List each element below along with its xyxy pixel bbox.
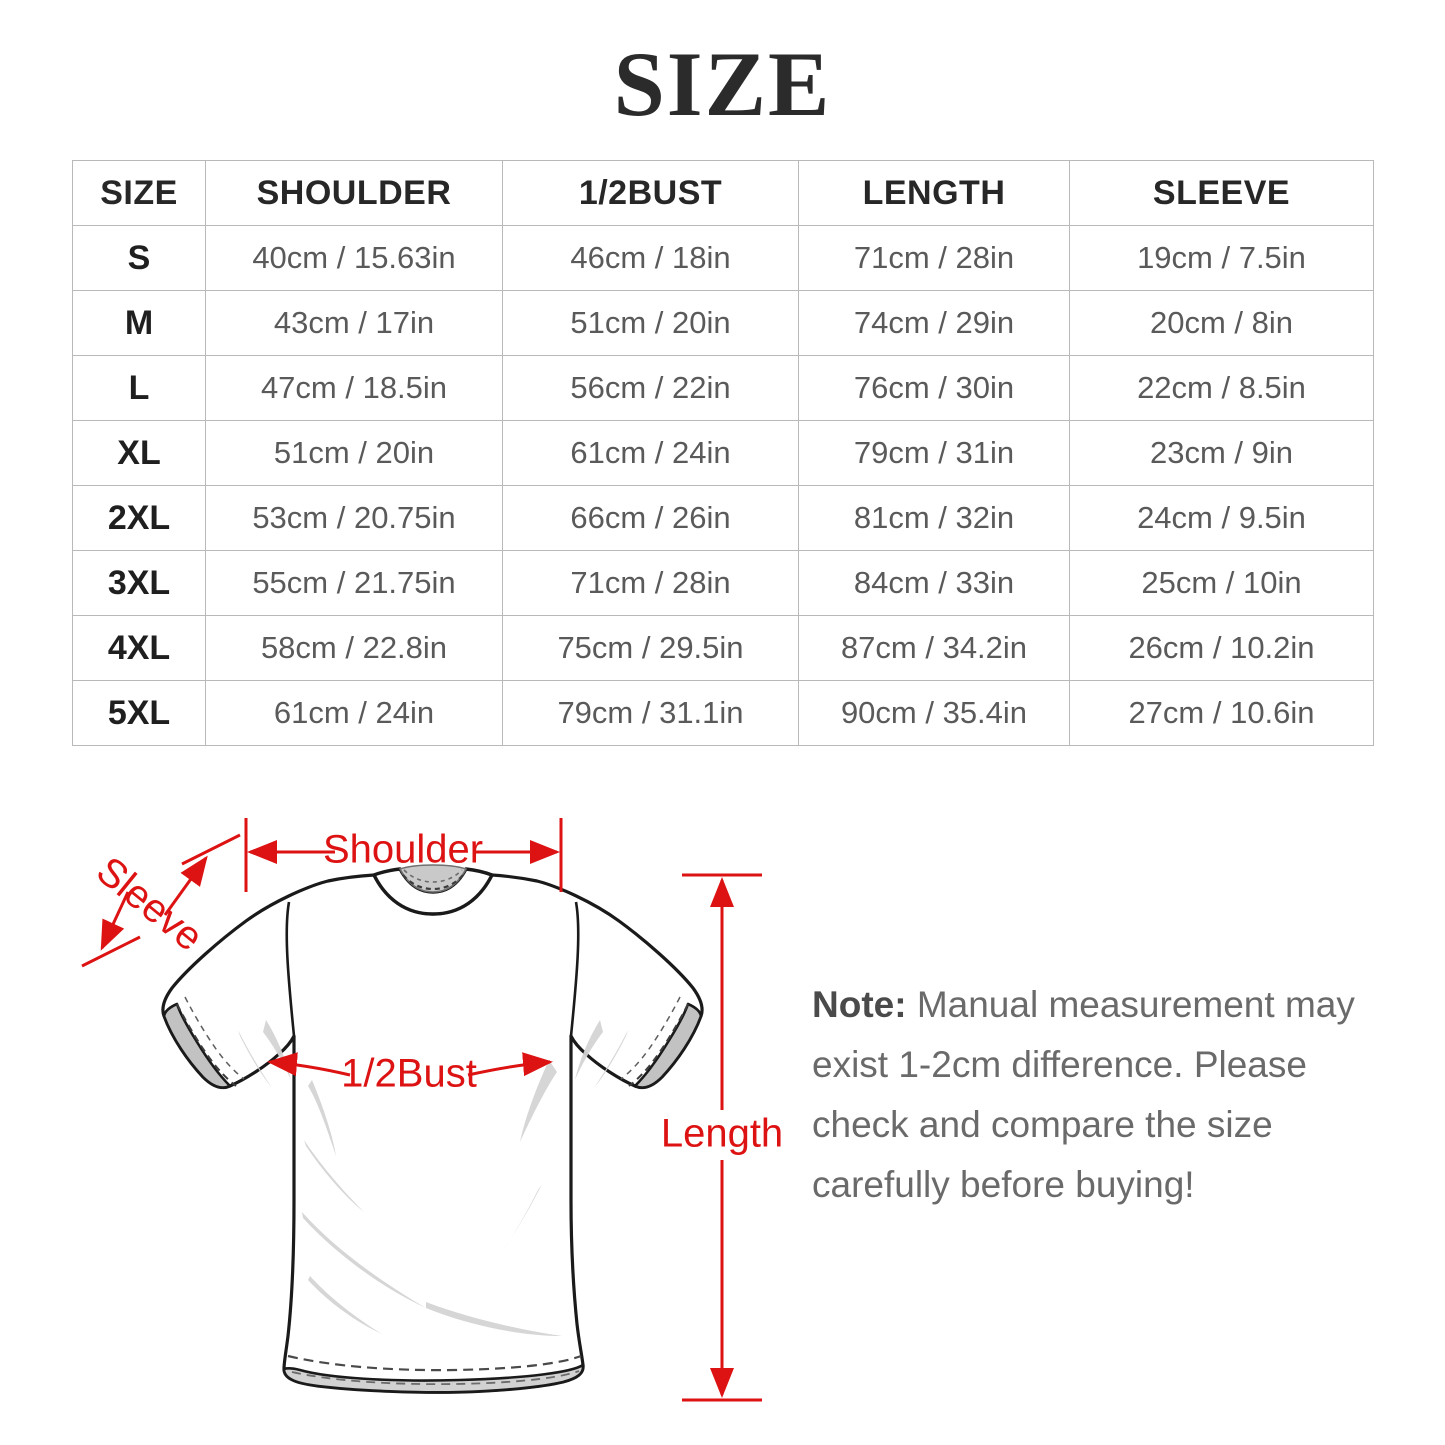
cell-shoulder: 58cm / 22.8in (205, 615, 503, 681)
cell-shoulder: 51cm / 20in (205, 420, 503, 486)
cell-shoulder: 53cm / 20.75in (205, 485, 503, 551)
sleeve-tick-lower (81, 935, 141, 968)
tshirt-left-cuff-inner (162, 1002, 232, 1089)
cell-sleeve: 20cm / 8in (1069, 290, 1374, 356)
cell-size: S (72, 225, 206, 291)
note-text: Manual measurement may exist 1-2cm diffe… (812, 984, 1355, 1205)
tshirt-drawing (161, 864, 704, 1394)
table-row: 3XL 55cm / 21.75in 71cm / 28in 84cm / 33in 2… (72, 550, 1374, 616)
cell-length: 90cm / 35.4in (798, 680, 1070, 746)
cell-shoulder: 43cm / 17in (205, 290, 503, 356)
cell-length: 76cm / 30in (798, 355, 1070, 421)
cell-length: 87cm / 34.2in (798, 615, 1070, 681)
table-header-row: SIZE SHOULDER 1/2BUST LENGTH SLEEVE (72, 160, 1374, 226)
cell-length: 84cm / 33in (798, 550, 1070, 616)
cell-sleeve: 25cm / 10in (1069, 550, 1374, 616)
page-title: SIZE (613, 33, 832, 135)
cell-shoulder: 40cm / 15.63in (205, 225, 503, 291)
cell-sleeve: 19cm / 7.5in (1069, 225, 1374, 291)
cell-bust: 79cm / 31.1in (502, 680, 799, 746)
column-header-sleeve: SLEEVE (1069, 160, 1374, 226)
measurement-note: Note: Manual measurement may exist 1-2cm… (812, 975, 1387, 1215)
cell-shoulder: 55cm / 21.75in (205, 550, 503, 616)
cell-sleeve: 26cm / 10.2in (1069, 615, 1374, 681)
cell-size: M (72, 290, 206, 356)
cell-bust: 46cm / 18in (502, 225, 799, 291)
cell-bust: 66cm / 26in (502, 485, 799, 551)
tshirt-right-cuff-stitch-2 (620, 996, 681, 1080)
tshirt-measurement-illustration: Shoulder Sleeve 1/2Bust Length (81, 818, 783, 1402)
cell-length: 74cm / 29in (798, 290, 1070, 356)
size-chart-table: SIZE SHOULDER 1/2BUST LENGTH SLEEVE S 40c… (72, 160, 1374, 746)
cell-shoulder: 61cm / 24in (205, 680, 503, 746)
cell-length: 71cm / 28in (798, 225, 1070, 291)
cell-size: 3XL (72, 550, 206, 616)
bust-label: 1/2Bust (341, 1052, 477, 1096)
tshirt-neck-tape-stitch (402, 874, 464, 891)
cell-size: L (72, 355, 206, 421)
tshirt-left-cuff-stitch-2 (184, 996, 245, 1080)
cell-bust: 61cm / 24in (502, 420, 799, 486)
tshirt-left-cuff-stitch (176, 1003, 237, 1087)
cell-size: 2XL (72, 485, 206, 551)
table-row: XL 51cm / 20in 61cm / 24in 79cm / 31in 23cm … (72, 420, 1374, 486)
cell-size: XL (72, 420, 206, 486)
column-header-length: LENGTH (798, 160, 1070, 226)
table-row: S 40cm / 15.63in 46cm / 18in 71cm / 28in 19c… (72, 225, 1374, 291)
tshirt-neck-tape-stitch-2 (403, 869, 463, 883)
table-row: 2XL 53cm / 20.75in 66cm / 26in 81cm / 32in 2… (72, 485, 1374, 551)
bust-measurement-annotation: 1/2Bust (267, 1052, 553, 1096)
shoulder-measurement-annotation: Shoulder (244, 818, 563, 892)
table-body: S 40cm / 15.63in 46cm / 18in 71cm / 28in 19c… (72, 225, 1374, 746)
shoulder-label: Shoulder (323, 828, 483, 872)
cell-shoulder: 47cm / 18.5in (205, 355, 503, 421)
tshirt-inner-collar (398, 864, 468, 893)
note-label: Note: (812, 984, 907, 1025)
cell-sleeve: 23cm / 9in (1069, 420, 1374, 486)
sleeve-tick-upper (181, 833, 241, 866)
cell-bust: 51cm / 20in (502, 290, 799, 356)
tshirt-hem-stitch-lower (291, 1370, 580, 1386)
table-row: 5XL 61cm / 24in 79cm / 31.1in 90cm / 35.4in… (72, 680, 1374, 746)
column-header-shoulder: SHOULDER (205, 160, 503, 226)
tshirt-left-armhole-seam (285, 901, 296, 1037)
column-header-size: SIZE (72, 160, 206, 226)
sleeve-arrow-lower (100, 891, 130, 951)
cell-bust: 71cm / 28in (502, 550, 799, 616)
cell-length: 79cm / 31in (798, 420, 1070, 486)
table-row: 4XL 58cm / 22.8in 75cm / 29.5in 87cm / 34.2… (72, 615, 1374, 681)
tshirt-right-cuff-inner (633, 1002, 703, 1089)
measurement-diagram: Shoulder Sleeve 1/2Bust Length (0, 770, 1445, 1445)
length-measurement-annotation: Length (661, 873, 783, 1402)
tshirt-hem-stitch-upper (287, 1354, 582, 1372)
cell-sleeve: 22cm / 8.5in (1069, 355, 1374, 421)
cell-bust: 75cm / 29.5in (502, 615, 799, 681)
tshirt-right-cuff-stitch (628, 1003, 689, 1087)
table-header: SIZE SHOULDER 1/2BUST LENGTH SLEEVE (72, 160, 1374, 226)
table-row: M 43cm / 17in 51cm / 20in 74cm / 29in 20cm /… (72, 290, 1374, 356)
sleeve-arrow-upper (163, 855, 208, 916)
tshirt-hem-inner (282, 1363, 585, 1394)
size-chart-table-container: SIZE SHOULDER 1/2BUST LENGTH SLEEVE S 40c… (72, 160, 1374, 746)
table-row: L 47cm / 18.5in 56cm / 22in 76cm / 30in 22cm… (72, 355, 1374, 421)
tshirt-body-outline (161, 873, 704, 1394)
cell-length: 81cm / 32in (798, 485, 1070, 551)
cell-size: 4XL (72, 615, 206, 681)
bust-arrow-right-segment (467, 1052, 553, 1077)
sleeve-label: Sleeve (88, 849, 211, 960)
cell-size: 5XL (72, 680, 206, 746)
length-label: Length (661, 1112, 783, 1156)
bust-arrow-left-segment (267, 1052, 351, 1077)
cell-bust: 56cm / 22in (502, 355, 799, 421)
column-header-bust: 1/2BUST (502, 160, 799, 226)
cell-sleeve: 24cm / 9.5in (1069, 485, 1374, 551)
tshirt-right-armhole-seam (569, 901, 580, 1037)
cell-sleeve: 27cm / 10.6in (1069, 680, 1374, 746)
